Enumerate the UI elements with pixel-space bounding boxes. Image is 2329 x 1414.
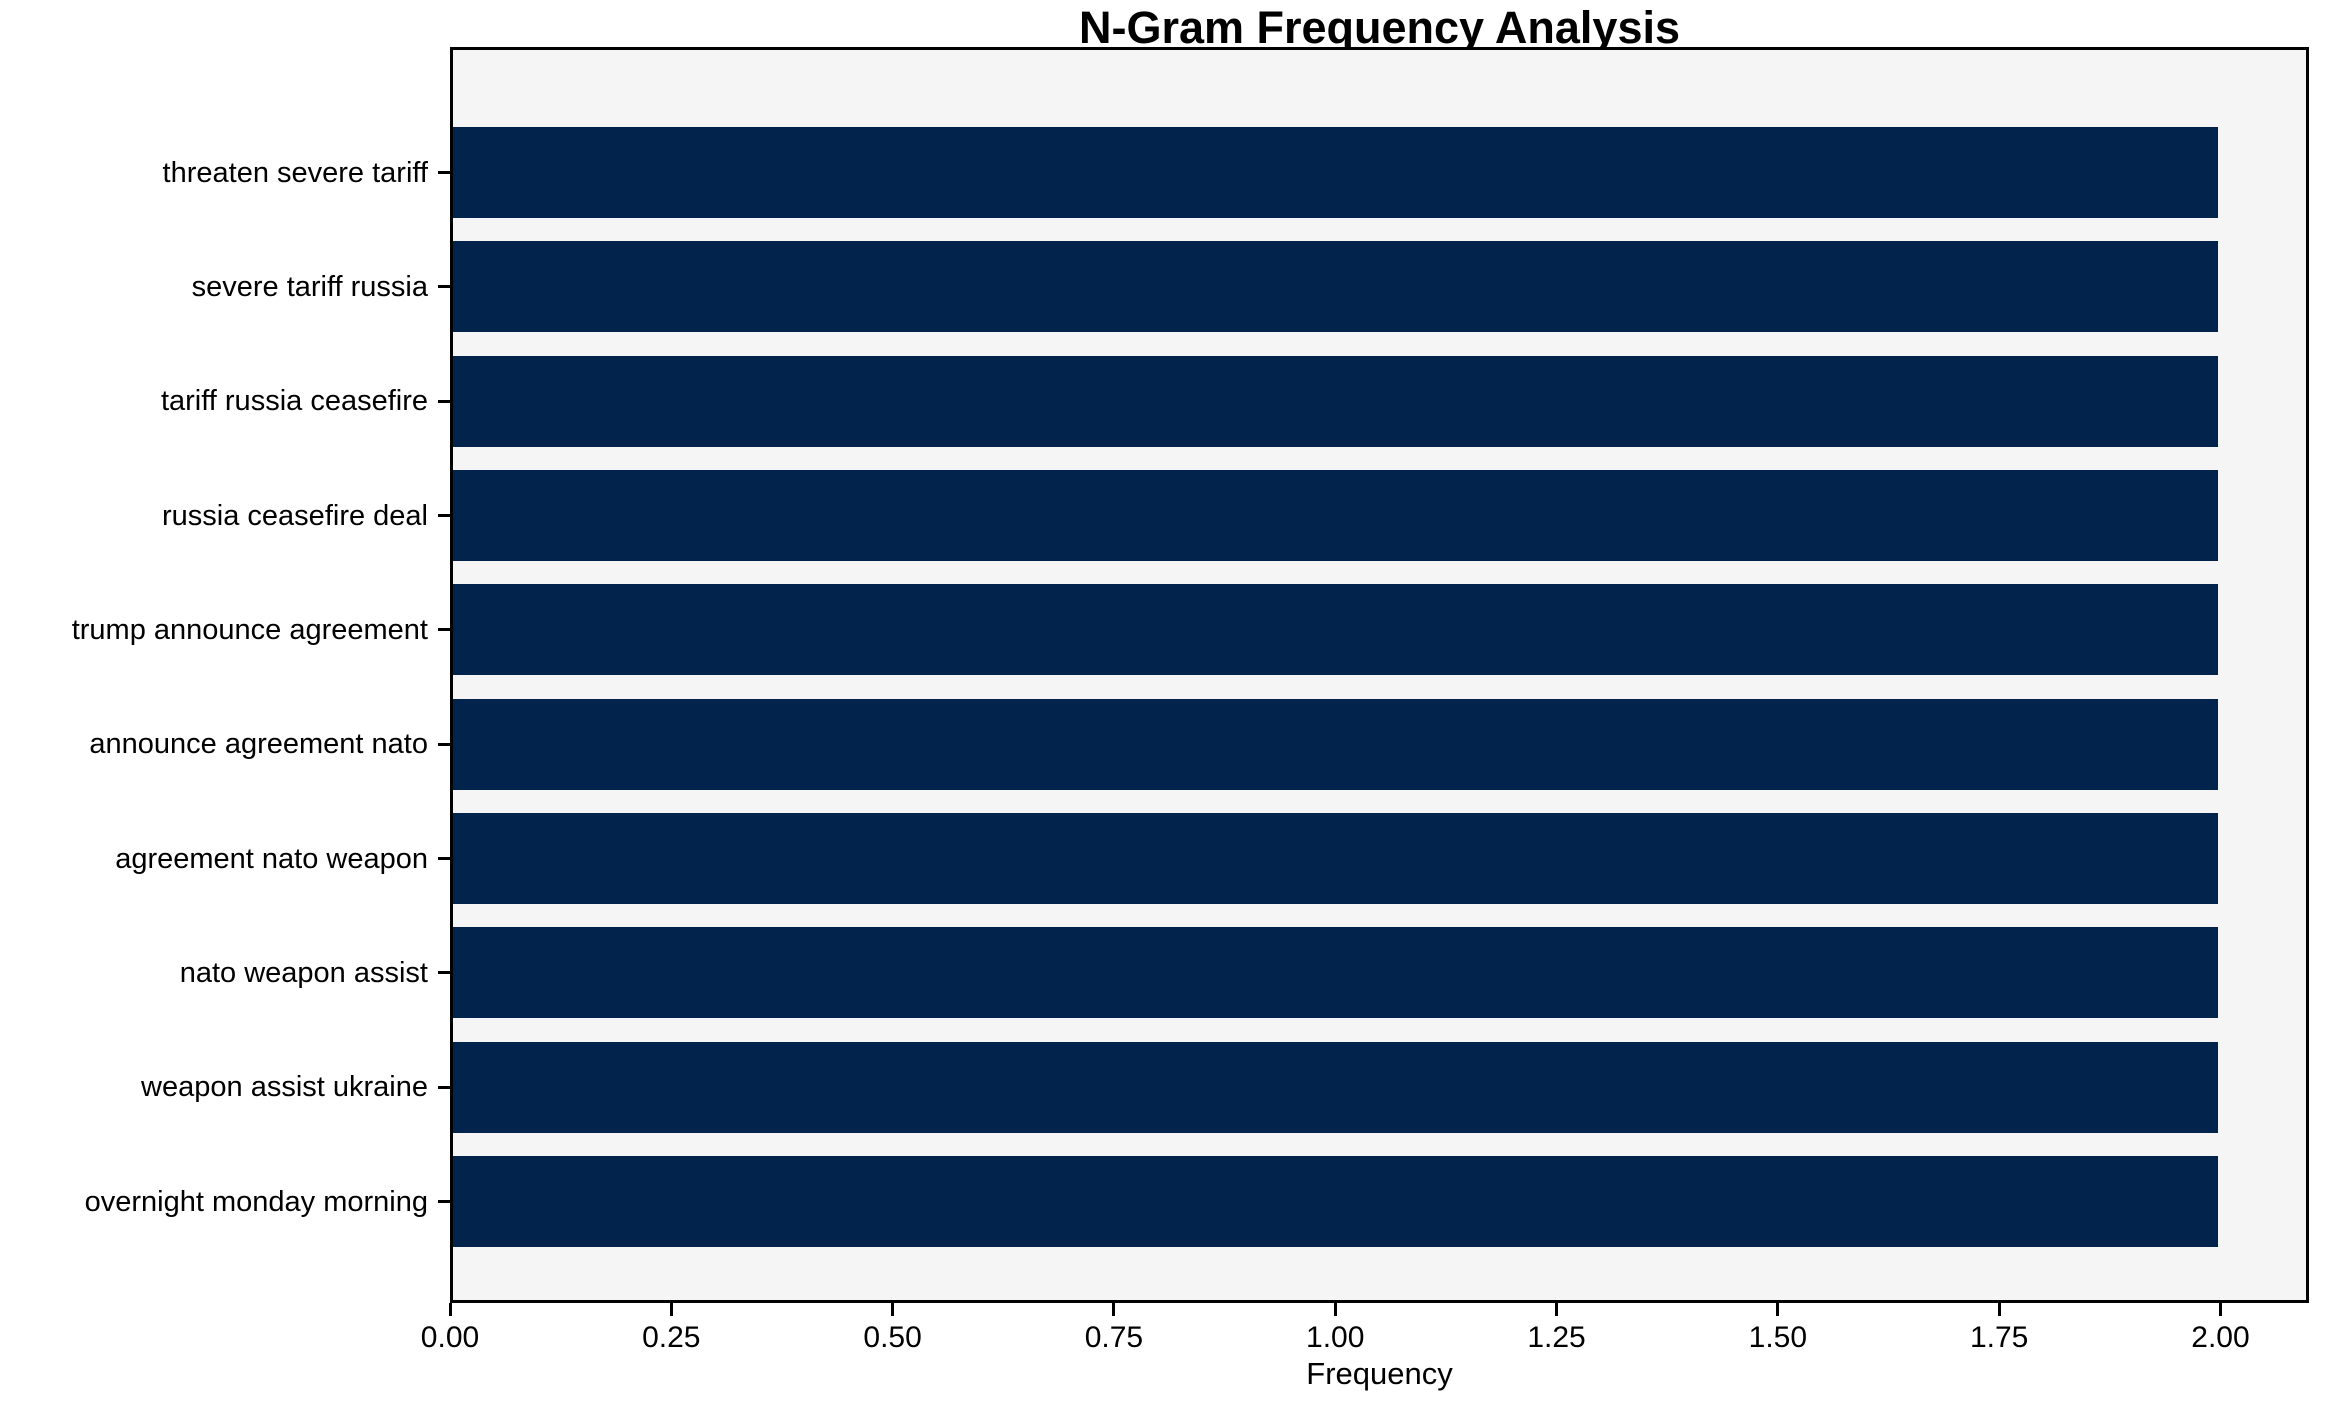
y-tick-label: announce agreement nato [89, 728, 428, 761]
x-tick-label: 0.00 [420, 1321, 480, 1354]
x-tick-label: 1.50 [1748, 1321, 1808, 1354]
bar [453, 355, 2218, 447]
x-tick-mark [1997, 1303, 2001, 1316]
y-tick-mark [438, 1085, 450, 1089]
bar [453, 127, 2218, 218]
x-tick-mark [891, 1303, 895, 1316]
bar [453, 1041, 2218, 1133]
y-tick-label: threaten severe tariff [162, 156, 428, 189]
x-tick-label: 1.25 [1527, 1321, 1586, 1354]
x-tick-mark [1333, 1303, 1337, 1316]
x-tick-mark [1555, 1303, 1559, 1316]
y-tick-label: tariff russia ceasefire [160, 385, 428, 418]
y-tick-label: severe tariff russia [191, 270, 428, 303]
y-tick-mark [438, 857, 450, 860]
y-tick-label: overnight monday morning [84, 1185, 428, 1218]
y-tick-label: agreement nato weapon [115, 842, 428, 875]
bar [453, 470, 2218, 561]
y-tick-label: nato weapon assist [179, 956, 428, 989]
x-tick-label: 1.00 [1306, 1321, 1365, 1354]
y-tick-label: trump announce agreement [71, 613, 428, 646]
x-tick-mark [669, 1303, 673, 1316]
x-tick-mark [1112, 1303, 1116, 1316]
x-tick-label: 0.25 [642, 1321, 701, 1354]
bar [453, 927, 2218, 1019]
bar [453, 241, 2218, 333]
y-tick-label: weapon assist ukraine [141, 1071, 428, 1104]
x-axis-title: Frequency [1306, 1356, 1453, 1391]
y-tick-mark [438, 285, 450, 289]
bar [453, 698, 2218, 790]
y-tick-mark [438, 971, 450, 975]
bar [453, 813, 2218, 904]
x-tick-mark [1776, 1303, 1780, 1316]
y-tick-mark [438, 514, 450, 517]
y-tick-mark [438, 628, 450, 632]
x-tick-label: 0.50 [863, 1321, 922, 1354]
x-tick-label: 1.75 [1969, 1321, 2029, 1354]
bar [453, 1156, 2218, 1247]
y-tick-label: russia ceasefire deal [162, 499, 428, 532]
bar [453, 584, 2218, 676]
x-tick-mark [448, 1303, 452, 1316]
y-tick-mark [438, 171, 450, 174]
plot-area [450, 47, 2309, 1303]
y-tick-mark [438, 742, 450, 746]
y-tick-mark [438, 399, 450, 403]
chart-title: N-Gram Frequency Analysis [1078, 2, 1681, 53]
x-tick-label: 2.00 [2191, 1321, 2250, 1354]
x-tick-label: 0.75 [1084, 1321, 1144, 1354]
y-tick-mark [438, 1200, 450, 1203]
x-tick-mark [2218, 1303, 2222, 1316]
